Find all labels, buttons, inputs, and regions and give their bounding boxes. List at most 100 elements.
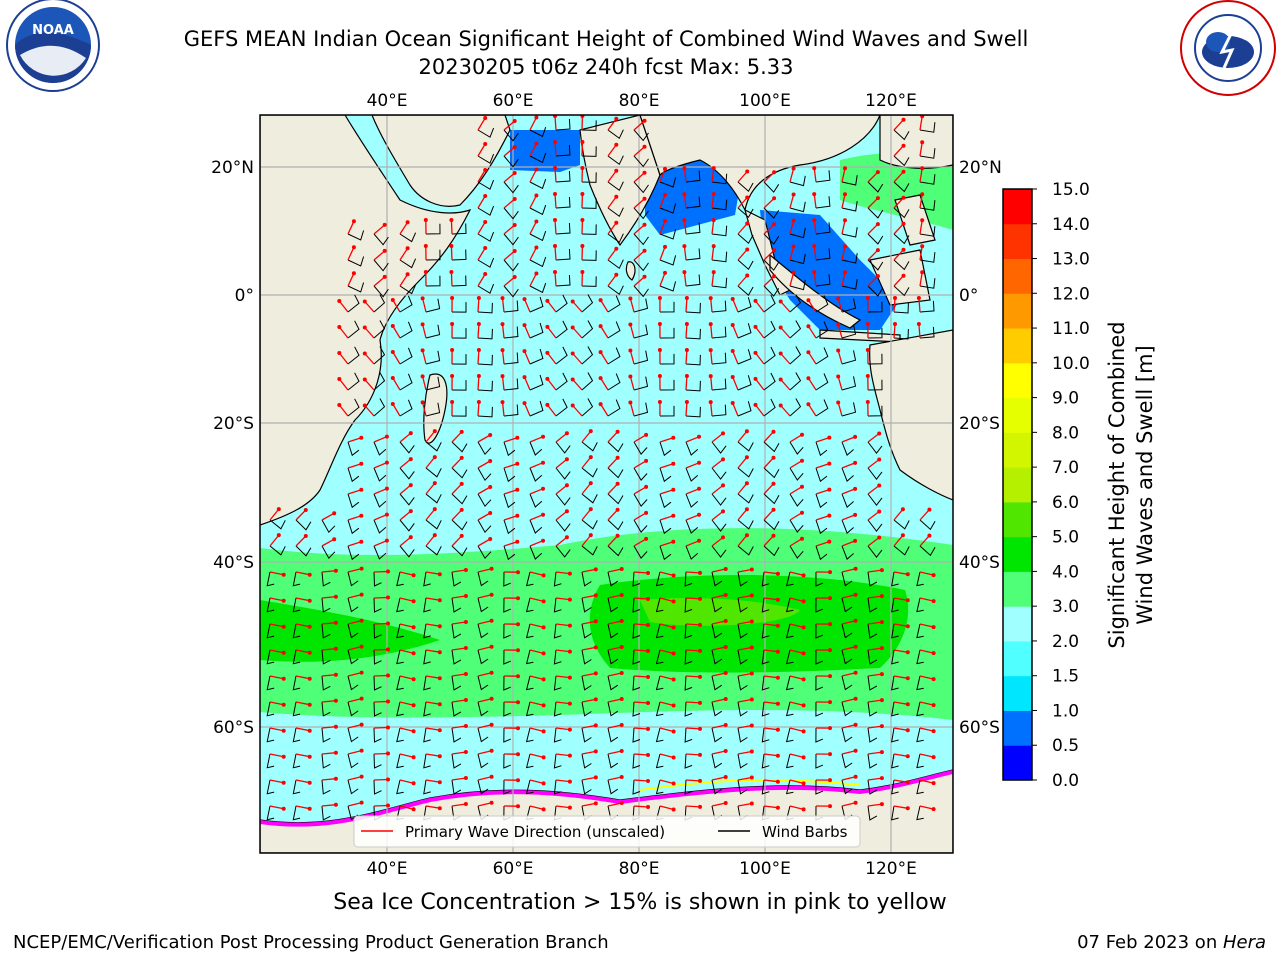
wind-barb	[685, 196, 701, 209]
wind-barb	[841, 493, 854, 508]
wave-direction-arrow	[841, 272, 846, 287]
wind-barb	[867, 233, 884, 245]
wave-arrow-head	[408, 483, 413, 488]
wind-barb	[893, 519, 910, 530]
wave-direction-arrow	[789, 597, 804, 603]
wave-direction-arrow	[711, 168, 715, 183]
wind-barb	[815, 519, 828, 535]
wind-barb	[347, 441, 360, 457]
wave-arrow-head	[775, 727, 780, 732]
wave-arrow-head	[489, 774, 494, 779]
wave-direction-arrow	[807, 377, 817, 391]
wave-arrow-head	[450, 374, 455, 378]
wave-arrow-head	[614, 220, 619, 225]
wave-direction-arrow	[763, 431, 774, 443]
wave-arrow-head	[408, 535, 413, 540]
wave-direction-arrow	[789, 727, 804, 733]
wind-barb	[555, 398, 568, 417]
wind-barb	[581, 224, 597, 235]
colorbar-segment	[1003, 432, 1032, 468]
wave-arrow-head	[553, 140, 557, 144]
wave-arrow-head	[489, 670, 494, 675]
wave-direction-arrow	[919, 194, 923, 209]
wind-barb	[815, 701, 824, 717]
wave-direction-arrow	[477, 349, 480, 365]
wind-barb	[867, 353, 883, 365]
wave-arrow-head	[281, 754, 286, 759]
wave-direction-arrow	[711, 272, 715, 287]
wind-barb	[451, 406, 467, 417]
wave-direction-arrow	[477, 247, 486, 261]
wave-arrow-head	[307, 624, 312, 629]
wave-arrow-head	[359, 774, 364, 779]
wind-barb	[711, 352, 727, 365]
wave-arrow-head	[753, 376, 758, 381]
wave-arrow-head	[333, 646, 338, 651]
wave-direction-arrow	[321, 804, 336, 807]
wave-arrow-head	[420, 400, 425, 405]
wave-arrow-head	[281, 728, 286, 733]
wind-barb	[919, 252, 936, 263]
wind-barb	[399, 347, 413, 365]
wind-barb	[684, 701, 693, 717]
wave-direction-arrow	[523, 402, 531, 417]
wave-arrow-head	[853, 592, 858, 597]
wind-barb	[841, 376, 857, 391]
wave-direction-arrow	[737, 171, 748, 183]
wind-barb	[632, 571, 641, 587]
wave-arrow-head	[567, 649, 572, 654]
wind-barb	[737, 493, 754, 504]
wave-arrow-head	[865, 400, 870, 404]
wave-direction-arrow	[659, 701, 674, 707]
wave-direction-arrow	[501, 298, 505, 313]
wave-direction-arrow	[685, 375, 688, 391]
wind-barb	[555, 519, 571, 532]
wave-direction-arrow	[780, 353, 791, 365]
wind-barb	[711, 493, 727, 506]
wave-arrow-head	[827, 435, 832, 440]
wave-arrow-head	[588, 481, 593, 486]
wind-barb	[477, 493, 492, 508]
wave-arrow-head	[628, 348, 633, 353]
wave-arrow-head	[593, 723, 598, 728]
colorbar-tick-label: 12.0	[1052, 284, 1090, 304]
colorbar-tick-label: 1.5	[1052, 667, 1079, 687]
wave-direction-arrow	[711, 484, 724, 495]
wind-barb	[867, 753, 878, 769]
wind-barb	[477, 727, 489, 743]
wind-barb	[607, 597, 619, 613]
wave-arrow-head	[900, 507, 905, 512]
wave-arrow-head	[682, 218, 687, 223]
wave-direction-arrow	[763, 249, 775, 261]
wind-barb	[477, 257, 495, 268]
wind-barb	[399, 258, 417, 269]
wave-arrow-head	[853, 670, 858, 675]
wave-arrow-head	[614, 142, 619, 147]
wind-barb	[553, 675, 562, 691]
wave-direction-arrow	[685, 297, 688, 313]
legend-barb-label: Wind Barbs	[762, 823, 848, 841]
wave-direction-arrow	[683, 272, 687, 287]
wave-direction-arrow	[659, 597, 674, 603]
wave-direction-arrow	[837, 350, 843, 365]
wave-direction-arrow	[683, 168, 687, 183]
wave-arrow-head	[905, 702, 910, 707]
wave-arrow-head	[723, 645, 728, 649]
wave-direction-arrow	[529, 436, 544, 443]
colorbar-label-line2: Wind Waves and Swell [m]	[1133, 345, 1157, 625]
wave-direction-arrow	[529, 462, 544, 469]
wave-direction-arrow	[893, 649, 908, 653]
wind-barb	[916, 805, 924, 821]
wave-direction-arrow	[425, 430, 436, 443]
wind-barb	[292, 597, 301, 613]
wave-direction-arrow	[554, 167, 557, 183]
wave-arrow-head	[411, 781, 416, 786]
wave-direction-arrow	[763, 275, 775, 287]
wind-barb	[685, 302, 701, 314]
wind-barb	[425, 467, 442, 478]
wave-arrow-head	[489, 748, 494, 753]
lat-tick-right-0: 0°	[959, 286, 978, 306]
wind-barb	[684, 727, 693, 743]
wind-barb	[815, 373, 829, 391]
wave-direction-arrow	[554, 271, 557, 287]
